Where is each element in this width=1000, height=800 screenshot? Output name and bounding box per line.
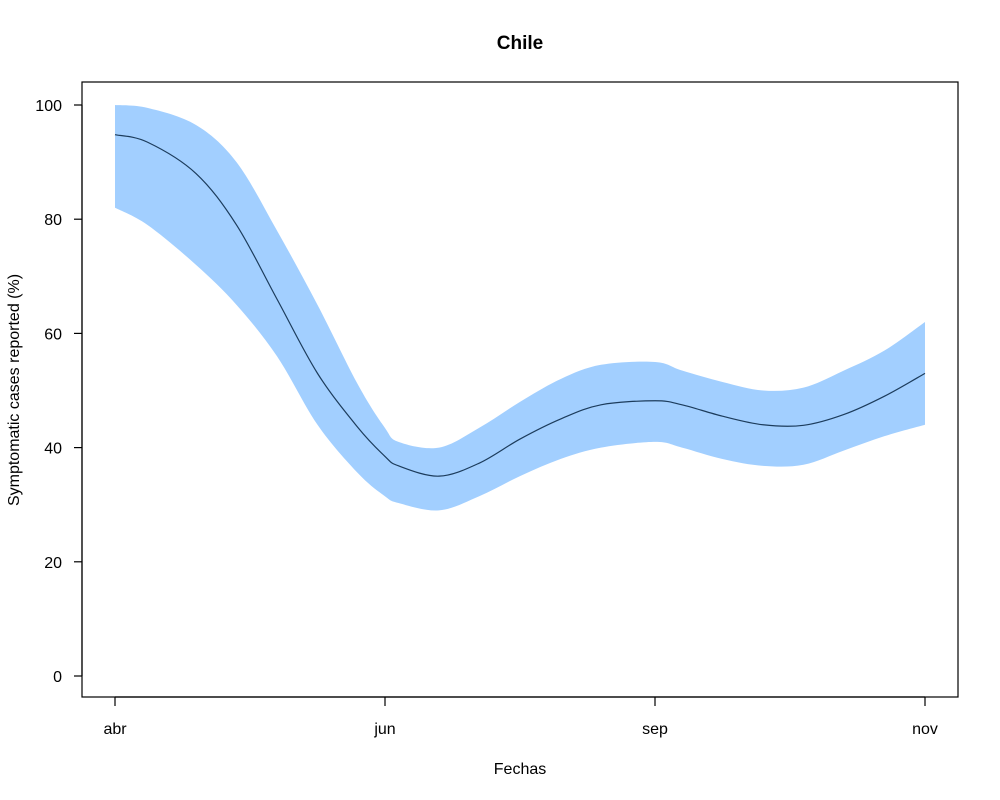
fit-line bbox=[114, 134, 926, 477]
plot-content bbox=[114, 105, 926, 511]
x-tick-label: jun bbox=[373, 721, 395, 738]
y-tick-label: 40 bbox=[44, 441, 62, 458]
x-axis: abr jun sep nov bbox=[103, 696, 938, 738]
y-tick-label: 20 bbox=[44, 555, 62, 572]
y-tick-label: 0 bbox=[53, 669, 62, 686]
y-tick-label: 80 bbox=[44, 212, 62, 229]
confidence-band bbox=[115, 105, 925, 511]
chart-title: Chile bbox=[497, 33, 543, 54]
y-axis-label: Symptomatic cases reported (%) bbox=[6, 274, 23, 506]
y-axis: 0 20 40 60 80 100 bbox=[35, 98, 83, 686]
x-axis-label: Fechas bbox=[494, 761, 546, 778]
y-tick-label: 100 bbox=[35, 98, 62, 115]
x-tick-label: nov bbox=[912, 721, 938, 738]
x-tick-label: abr bbox=[103, 721, 127, 738]
y-tick-label: 60 bbox=[44, 326, 62, 343]
x-tick-label: sep bbox=[642, 721, 668, 738]
